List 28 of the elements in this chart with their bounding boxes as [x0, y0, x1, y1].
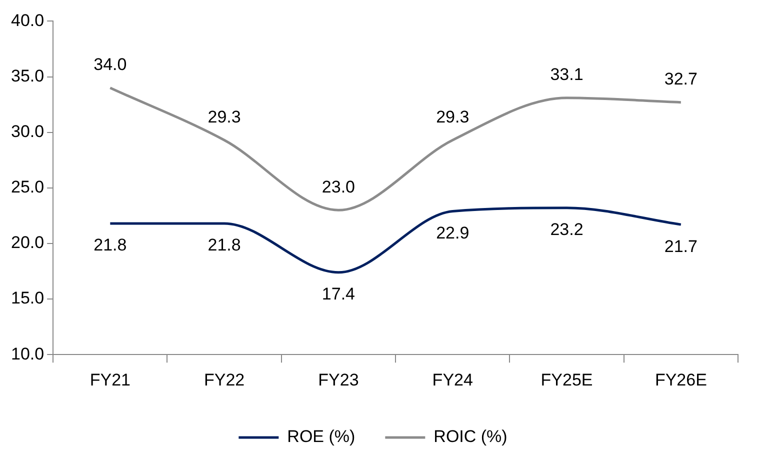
y-tick-label: 10.0 [10, 344, 44, 364]
x-tick-label: FY25E [540, 370, 593, 390]
legend-label: ROE (%) [287, 427, 356, 446]
x-tick-label: FY21 [90, 370, 130, 390]
y-tick-label: 40.0 [10, 10, 44, 30]
data-label: 21.8 [208, 236, 241, 255]
data-label: 17.4 [322, 284, 356, 304]
data-label: 34.0 [94, 55, 127, 74]
legend-label: ROIC (%) [434, 427, 508, 446]
data-label: 21.7 [664, 236, 698, 256]
x-tick-label: FY24 [432, 370, 473, 390]
line-series [108, 86, 682, 212]
data-label: 32.7 [664, 70, 698, 89]
x-tick-label: FY23 [318, 370, 359, 390]
data-label: 33.1 [550, 65, 584, 84]
y-tick-label: 35.0 [10, 66, 44, 86]
y-tick-label: 25.0 [10, 178, 44, 197]
x-tick-label: FY26E [654, 370, 707, 390]
x-tick-label: FY22 [204, 370, 245, 390]
data-label: 23.2 [550, 220, 584, 240]
y-tick-label: 20.0 [10, 233, 44, 252]
data-label: 22.9 [436, 223, 470, 242]
data-label: 29.3 [208, 107, 241, 126]
y-tick-label: 15.0 [10, 288, 44, 308]
data-label: 29.3 [436, 107, 470, 126]
data-label: 21.8 [94, 236, 127, 255]
data-label: 23.0 [322, 177, 356, 196]
y-tick-label: 30.0 [10, 122, 44, 142]
